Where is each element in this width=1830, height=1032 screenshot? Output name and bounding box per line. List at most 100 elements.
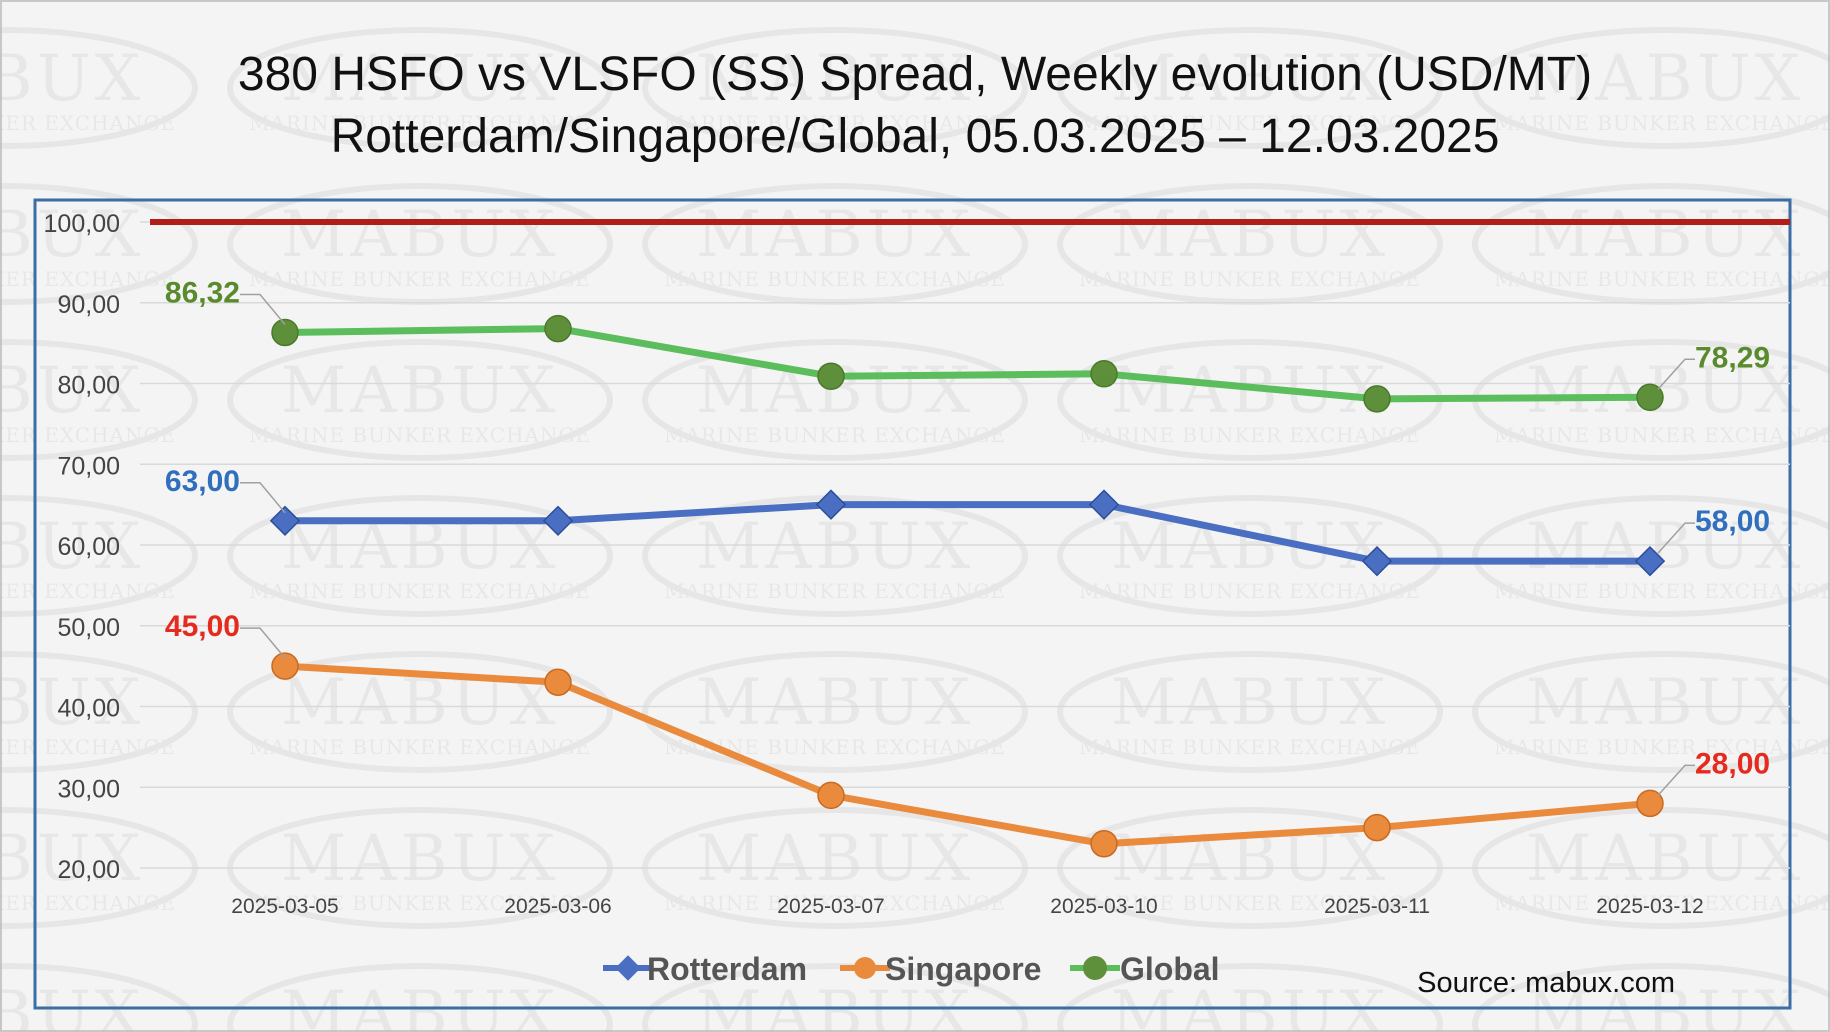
global-point[interactable] xyxy=(1090,360,1118,388)
watermark-brand: MABUX xyxy=(281,822,559,896)
watermark-brand: MABUX xyxy=(0,978,144,1032)
watermark-tagline: MARINE BUNKER EXCHANGE xyxy=(1079,423,1421,447)
global-point[interactable] xyxy=(271,318,299,347)
y-axis: 20,00 30,00 40,00 50,00 60,00 70,00 80,00 90,00… xyxy=(44,210,120,884)
legend-item-singapore[interactable]: Singapore xyxy=(840,951,1041,987)
singapore-first-label: 45,00 xyxy=(165,610,240,643)
watermark-swoosh xyxy=(1472,27,1830,149)
watermark-brand: MABUX xyxy=(281,978,559,1032)
watermark-brand: MABUX xyxy=(281,198,559,272)
watermark-tagline: MARINE BUNKER EXCHANGE xyxy=(664,267,1006,291)
watermark-tagline: MARINE BUNKER EXCHANGE xyxy=(1494,735,1830,759)
watermark-swoosh xyxy=(227,963,613,1032)
watermark-swoosh xyxy=(1057,27,1443,149)
watermark-tagline: MARINE BUNKER EXCHANGE xyxy=(664,111,1006,135)
rotterdam-point[interactable] xyxy=(1634,545,1666,577)
watermark-tagline: MARINE BUNKER EXCHANGE xyxy=(0,579,176,603)
rotterdam-point[interactable] xyxy=(542,505,574,536)
x-tick-label: 2025-03-10 xyxy=(1050,895,1157,918)
watermark-swoosh xyxy=(227,495,613,617)
watermark-brand: MABUX xyxy=(1111,198,1389,272)
watermark-brand: MABUX xyxy=(1526,354,1804,428)
y-tick-label: 20,00 xyxy=(57,856,120,884)
singapore-point[interactable] xyxy=(1090,830,1118,858)
watermark-tagline: MARINE BUNKER EXCHANGE xyxy=(249,267,591,291)
x-axis: 2025-03-05 2025-03-06 2025-03-07 2025-03-10… xyxy=(231,895,1703,918)
watermark-tagline: MARINE BUNKER EXCHANGE xyxy=(1079,267,1421,291)
global-point[interactable] xyxy=(817,362,845,390)
singapore-last-label-leader xyxy=(1657,764,1695,796)
watermark-swoosh xyxy=(1057,963,1443,1032)
watermark-tagline: MARINE BUNKER EXCHANGE xyxy=(1079,735,1421,759)
watermark-brand: MABUX xyxy=(1526,198,1804,272)
watermark-brand: MABUX xyxy=(696,822,974,896)
singapore-first-label-leader xyxy=(240,627,286,659)
watermark-swoosh xyxy=(642,27,1028,149)
watermark-brand: MABUX xyxy=(0,198,144,272)
watermark-swoosh xyxy=(0,495,198,617)
legend-rotterdam-marker xyxy=(615,955,641,981)
legend-global-label: Global xyxy=(1120,951,1220,987)
watermark-tagline: MARINE BUNKER EXCHANGE xyxy=(1079,579,1421,603)
watermark-brand: MABUX xyxy=(0,666,144,740)
singapore-point[interactable] xyxy=(1363,813,1391,842)
legend-rotterdam-label: Rotterdam xyxy=(647,951,807,987)
legend-singapore-marker xyxy=(854,957,876,979)
singapore-point[interactable] xyxy=(1636,789,1664,818)
watermark-swoosh xyxy=(1057,495,1443,617)
legend-item-rotterdam[interactable]: Rotterdam xyxy=(603,951,807,987)
watermark-brand: MABUX xyxy=(0,354,144,428)
watermark-brand: MABUX xyxy=(0,510,144,584)
chart-title-line2: Rotterdam/Singapore/Global, 05.03.2025 –… xyxy=(331,110,1500,163)
rotterdam-last-label-leader xyxy=(1657,522,1695,554)
watermark-swoosh xyxy=(1472,651,1830,773)
watermark-swoosh xyxy=(227,339,613,461)
watermark-brand: MABUX xyxy=(1111,510,1389,584)
watermark-tagline: MARINE BUNKER EXCHANGE xyxy=(249,735,591,759)
y-tick-label: 80,00 xyxy=(57,372,120,400)
watermark-swoosh xyxy=(642,963,1028,1032)
watermark-brand: MABUX xyxy=(1526,42,1804,116)
rotterdam-point[interactable] xyxy=(269,505,301,536)
rotterdam-point[interactable] xyxy=(1361,545,1393,577)
watermark-tagline: MARINE BUNKER EXCHANGE xyxy=(1494,267,1830,291)
global-first-label: 86,32 xyxy=(165,276,240,309)
singapore-point[interactable] xyxy=(817,781,845,810)
rotterdam-point[interactable] xyxy=(1088,489,1120,520)
legend: Rotterdam Singapore Global xyxy=(603,951,1220,987)
watermark-tagline: MARINE BUNKER EXCHANGE xyxy=(249,423,591,447)
legend-item-global[interactable]: Global xyxy=(1070,951,1220,987)
watermark-brand: MABUX xyxy=(0,42,144,116)
legend-singapore-label: Singapore xyxy=(885,951,1041,987)
global-point[interactable] xyxy=(1636,383,1664,412)
y-tick-label: 40,00 xyxy=(57,695,120,723)
rotterdam-point[interactable] xyxy=(815,489,847,520)
global-point[interactable] xyxy=(544,314,572,343)
watermark-tagline: MARINE BUNKER EXCHANGE xyxy=(1079,891,1421,915)
global-first-label-leader xyxy=(240,293,286,325)
singapore-last-label: 28,00 xyxy=(1695,747,1770,780)
singapore-point[interactable] xyxy=(544,668,572,697)
watermark-brand: MABUX xyxy=(696,666,974,740)
singapore-series-line xyxy=(284,662,1651,848)
watermark-tagline: MARINE BUNKER EXCHANGE xyxy=(664,579,1006,603)
watermark-swoosh xyxy=(0,27,198,149)
singapore-point[interactable] xyxy=(271,652,299,680)
global-point[interactable] xyxy=(1363,385,1391,413)
watermark-tagline: MARINE BUNKER EXCHANGE xyxy=(1494,891,1830,915)
y-tick-label: 90,00 xyxy=(57,291,120,319)
watermark-brand: MABUX xyxy=(696,198,974,272)
